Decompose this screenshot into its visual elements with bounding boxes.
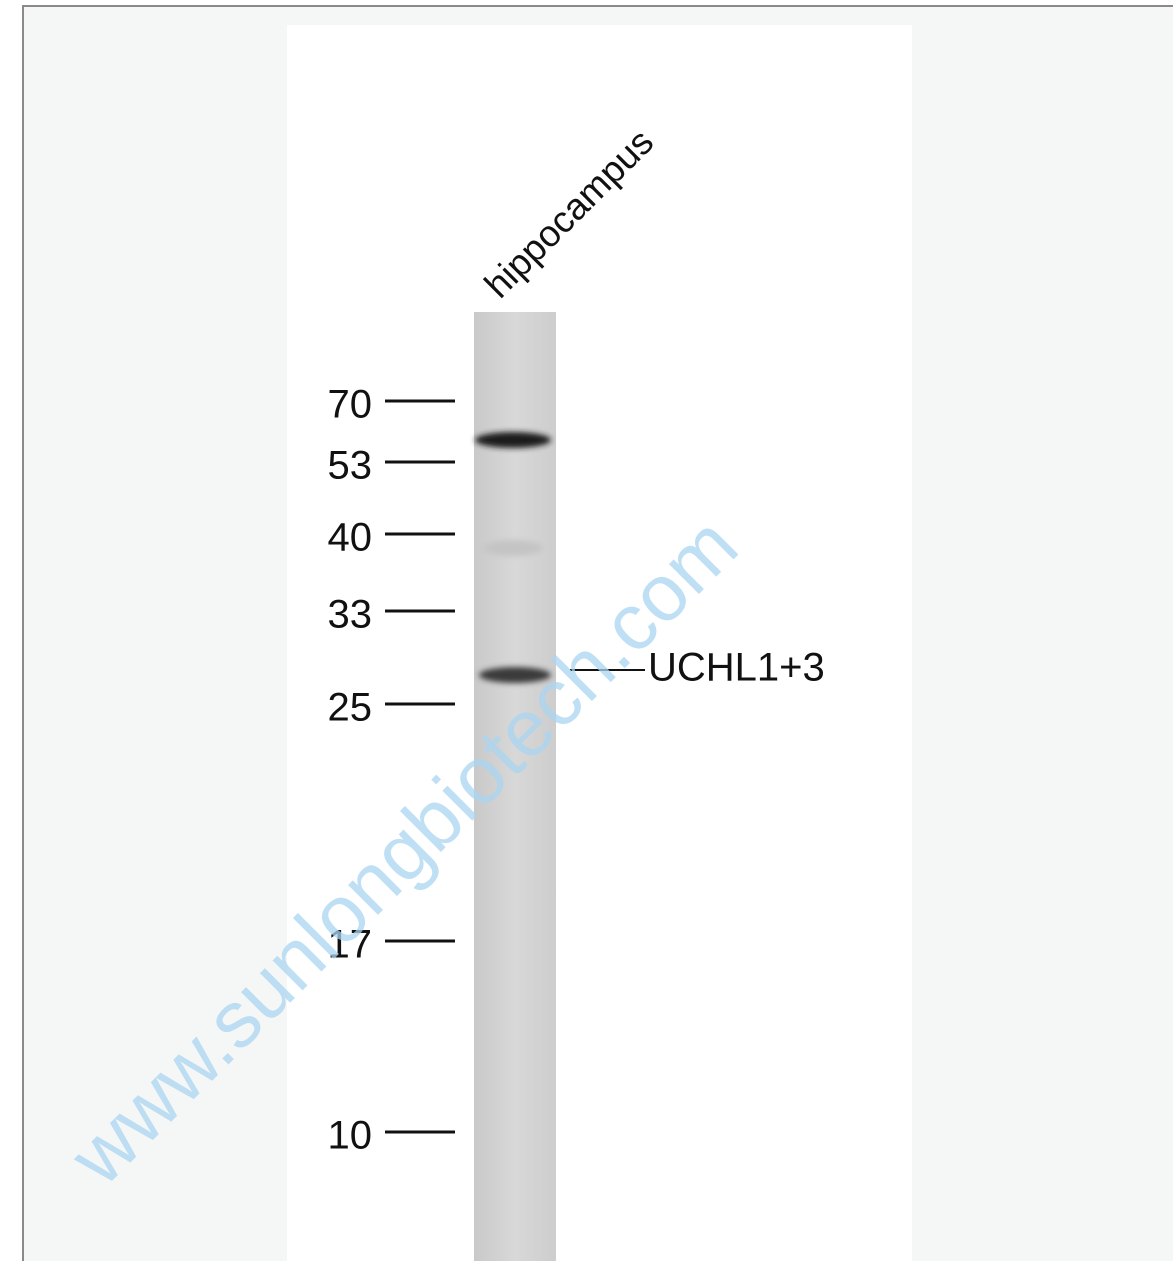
- marker-label: 40: [328, 516, 373, 560]
- band-label: UCHL1+3: [648, 646, 825, 690]
- marker-label: 70: [328, 383, 373, 427]
- page: {"blot": {"lane_label": "hippocampus", "…: [0, 0, 1173, 1261]
- faint-band: [483, 540, 543, 556]
- marker-label: 33: [328, 593, 373, 637]
- marker-label: 10: [328, 1114, 373, 1158]
- marker-label: 53: [328, 444, 373, 488]
- band: [475, 432, 551, 448]
- marker-label: 25: [328, 686, 373, 730]
- blot-figure: hippocampus UCHL1+3 70534033251710 www.s…: [0, 0, 1173, 1261]
